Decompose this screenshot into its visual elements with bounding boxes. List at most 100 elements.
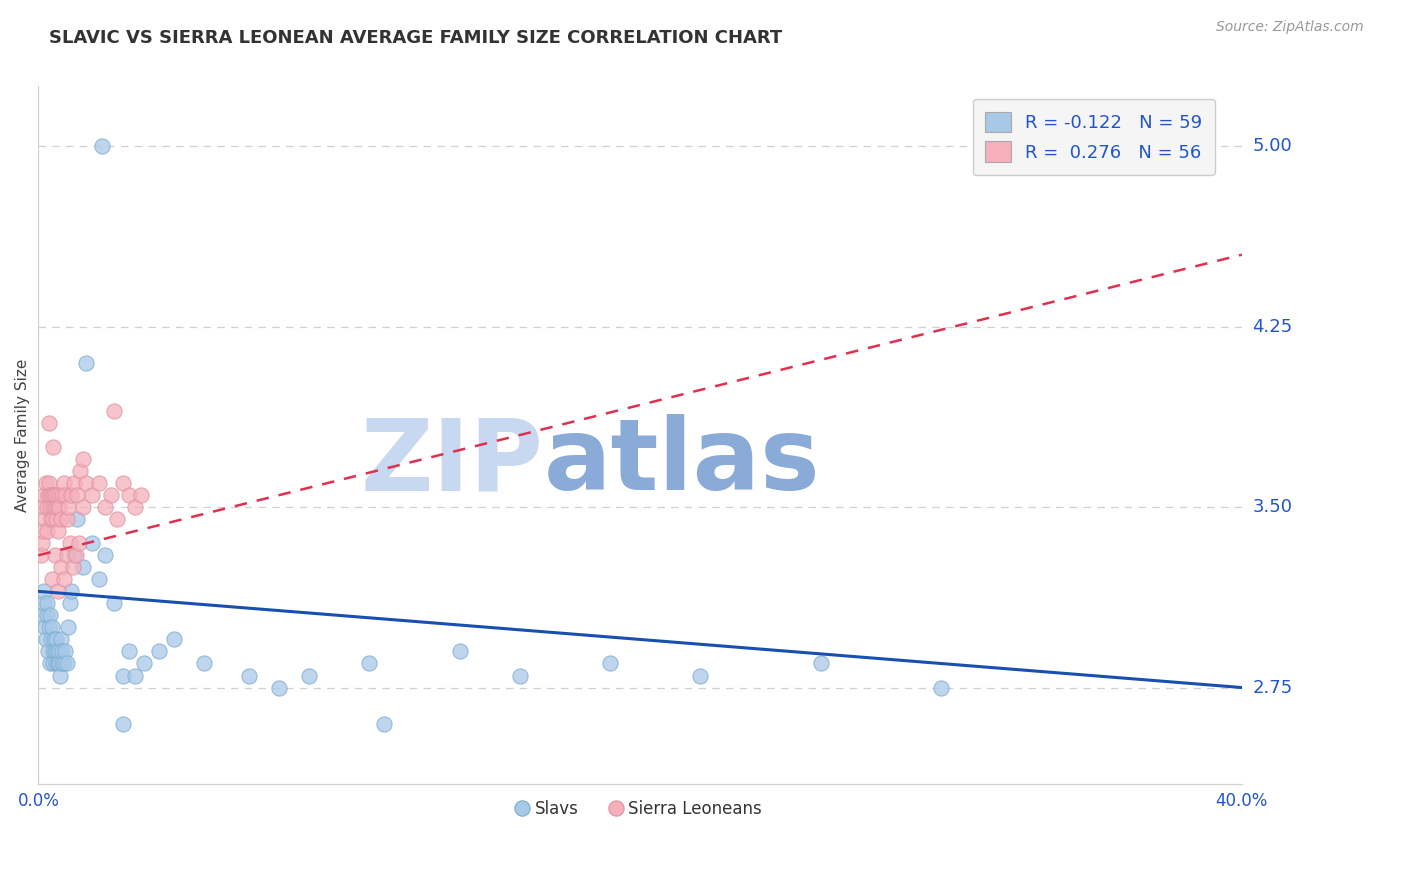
Point [39, 632, 62, 647]
Point [82, 488, 104, 502]
Point [32, 596, 55, 610]
Point [51, 488, 73, 502]
Point [35, 608, 58, 623]
Point [38, 476, 60, 491]
Point [117, 644, 139, 658]
Point [45, 657, 67, 671]
Point [100, 488, 122, 502]
Point [124, 500, 146, 515]
Point [35, 632, 58, 647]
Point [38, 488, 60, 502]
Legend: Slavs, Sierra Leoneans: Slavs, Sierra Leoneans [512, 793, 769, 824]
Point [148, 644, 170, 658]
Point [35, 476, 58, 491]
Point [59, 536, 82, 550]
Point [37, 524, 59, 539]
Point [111, 476, 134, 491]
Point [117, 488, 139, 502]
Text: Source: ZipAtlas.com: Source: ZipAtlas.com [1216, 20, 1364, 34]
Point [37, 596, 59, 610]
Point [66, 512, 89, 526]
Point [49, 560, 72, 574]
Point [46, 500, 69, 515]
Point [46, 524, 69, 539]
Point [599, 657, 621, 671]
Point [67, 536, 90, 550]
Point [58, 620, 80, 634]
Point [810, 657, 832, 671]
Point [93, 500, 115, 515]
Point [56, 657, 79, 671]
Y-axis label: Average Family Size: Average Family Size [15, 359, 30, 512]
Text: SLAVIC VS SIERRA LEONEAN AVERAGE FAMILY SIZE CORRELATION CHART: SLAVIC VS SIERRA LEONEAN AVERAGE FAMILY … [49, 29, 783, 46]
Point [41, 488, 63, 502]
Text: 5.00: 5.00 [1253, 137, 1292, 155]
Point [373, 716, 395, 731]
Point [46, 584, 69, 599]
Point [359, 657, 381, 671]
Point [66, 488, 89, 502]
Point [298, 668, 321, 682]
Point [55, 644, 77, 658]
Point [267, 681, 290, 695]
Point [82, 536, 104, 550]
Point [52, 572, 75, 586]
Point [45, 512, 67, 526]
Point [87, 572, 110, 586]
Point [49, 668, 72, 682]
Point [103, 404, 125, 418]
Point [87, 476, 110, 491]
Point [124, 668, 146, 682]
Point [37, 644, 59, 658]
Point [238, 668, 260, 682]
Point [60, 584, 83, 599]
Point [72, 500, 94, 515]
Point [44, 549, 66, 563]
Point [42, 512, 65, 526]
Point [38, 608, 60, 623]
Point [41, 572, 63, 586]
Text: ZIP: ZIP [361, 415, 544, 511]
Point [48, 500, 70, 515]
Point [45, 488, 67, 502]
Point [31, 536, 53, 550]
Point [45, 632, 67, 647]
Point [49, 632, 72, 647]
Point [129, 488, 152, 502]
Point [41, 620, 63, 634]
Point [51, 657, 73, 671]
Point [59, 596, 82, 610]
Point [193, 657, 215, 671]
Point [56, 549, 79, 563]
Point [63, 549, 86, 563]
Point [449, 644, 471, 658]
Point [52, 657, 75, 671]
Point [51, 644, 73, 658]
Point [42, 500, 65, 515]
Point [39, 500, 62, 515]
Point [90, 139, 112, 153]
Point [34, 512, 56, 526]
Text: 2.75: 2.75 [1253, 679, 1292, 697]
Point [48, 657, 70, 671]
Point [30, 549, 52, 563]
Point [39, 657, 62, 671]
Point [42, 657, 65, 671]
Point [48, 488, 70, 502]
Point [31, 608, 53, 623]
Point [39, 512, 62, 526]
Point [55, 488, 77, 502]
Point [42, 440, 65, 454]
Point [38, 620, 60, 634]
Point [34, 488, 56, 502]
Point [58, 500, 80, 515]
Point [72, 452, 94, 467]
Point [689, 668, 711, 682]
Point [103, 596, 125, 610]
Point [49, 512, 72, 526]
Point [76, 476, 98, 491]
Point [60, 488, 83, 502]
Point [44, 644, 66, 658]
Point [48, 644, 70, 658]
Point [52, 476, 75, 491]
